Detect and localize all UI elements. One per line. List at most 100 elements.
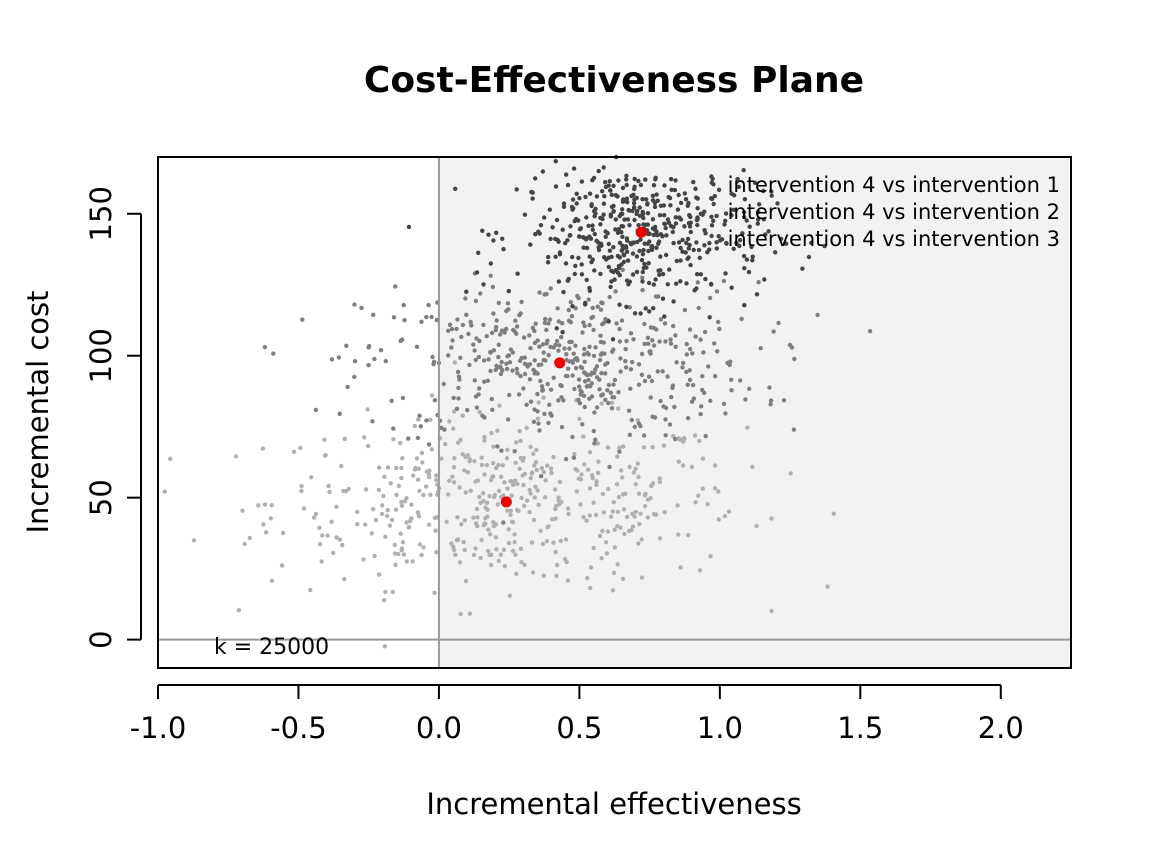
scatter-point xyxy=(630,359,635,365)
scatter-point xyxy=(510,368,515,373)
scatter-point xyxy=(421,545,426,550)
scatter-point xyxy=(631,470,636,475)
scatter-point xyxy=(599,401,604,406)
scatter-point xyxy=(391,315,397,320)
scatter-point xyxy=(280,530,286,536)
scatter-point xyxy=(632,205,637,210)
scatter-point xyxy=(398,531,403,536)
scatter-point xyxy=(556,348,561,353)
scatter-point xyxy=(825,584,830,589)
y-tick-label: 150 xyxy=(84,186,118,241)
scatter-point xyxy=(684,369,689,375)
scatter-point xyxy=(616,406,621,411)
scatter-point xyxy=(650,217,656,222)
scatter-point xyxy=(494,318,499,323)
scatter-point xyxy=(632,424,637,429)
scatter-point xyxy=(598,333,603,338)
scatter-point xyxy=(709,223,715,228)
scatter-point xyxy=(617,240,623,245)
scatter-point xyxy=(580,330,585,335)
scatter-point xyxy=(488,261,493,266)
scatter-point xyxy=(363,522,368,527)
scatter-point xyxy=(491,238,496,243)
scatter-point xyxy=(582,370,587,375)
scatter-point xyxy=(723,218,728,223)
scatter-point xyxy=(606,382,612,388)
scatter-point xyxy=(537,428,542,433)
scatter-point xyxy=(598,222,603,227)
scatter-point xyxy=(522,212,528,217)
scatter-point xyxy=(620,224,626,229)
scatter-point xyxy=(451,480,457,485)
scatter-point xyxy=(695,206,700,211)
y-tick-label: 100 xyxy=(84,328,118,383)
scatter-point xyxy=(611,209,616,214)
scatter-point xyxy=(707,315,712,320)
scatter-point xyxy=(402,318,407,323)
scatter-point xyxy=(269,578,275,583)
scatter-point xyxy=(651,343,657,348)
scatter-point xyxy=(387,523,393,528)
scatter-point xyxy=(271,351,276,356)
scatter-point xyxy=(496,342,501,347)
scatter-point xyxy=(606,400,611,406)
scatter-point xyxy=(474,405,480,410)
scatter-point xyxy=(660,369,665,374)
scatter-point xyxy=(553,549,558,555)
scatter-point xyxy=(469,323,474,328)
scatter-point xyxy=(562,556,568,562)
scatter-point xyxy=(685,236,691,242)
scatter-point xyxy=(778,236,784,242)
scatter-point xyxy=(576,476,581,481)
scatter-point xyxy=(516,392,522,397)
y-tick-label: 50 xyxy=(84,479,118,516)
scatter-point xyxy=(601,201,607,206)
scatter-point xyxy=(657,536,663,541)
scatter-point xyxy=(493,522,499,527)
scatter-point xyxy=(574,201,579,206)
scatter-point xyxy=(621,253,627,258)
scatter-point xyxy=(553,487,558,492)
scatter-point xyxy=(599,371,604,376)
scatter-point xyxy=(334,535,339,540)
scatter-point xyxy=(587,322,592,328)
scatter-point xyxy=(603,362,608,367)
scatter-point xyxy=(588,565,594,570)
scatter-point xyxy=(420,460,425,465)
scatter-point xyxy=(650,338,655,343)
scatter-point xyxy=(709,214,714,219)
scatter-point xyxy=(412,467,418,472)
scatter-point xyxy=(542,495,548,500)
scatter-point xyxy=(489,330,495,336)
scatter-point xyxy=(465,453,471,458)
scatter-point xyxy=(532,358,537,363)
scatter-point xyxy=(473,521,479,526)
scatter-point xyxy=(612,377,618,383)
scatter-point xyxy=(313,511,319,517)
scatter-point xyxy=(417,488,422,494)
scatter-point xyxy=(636,362,642,367)
scatter-point xyxy=(603,184,609,190)
scatter-point xyxy=(755,221,760,226)
scatter-point xyxy=(597,387,602,392)
scatter-point xyxy=(625,217,631,222)
scatter-point xyxy=(673,215,678,220)
scatter-point xyxy=(501,520,506,525)
scatter-point xyxy=(629,417,634,423)
scatter-point xyxy=(601,340,606,345)
scatter-point xyxy=(650,481,656,486)
scatter-point xyxy=(457,377,462,382)
scatter-point xyxy=(647,309,652,314)
scatter-point xyxy=(531,451,536,456)
scatter-point xyxy=(684,341,689,347)
scatter-point xyxy=(399,499,404,505)
scatter-point xyxy=(754,292,760,297)
scatter-point xyxy=(693,334,698,339)
scatter-point xyxy=(463,579,469,584)
scatter-point xyxy=(496,558,501,564)
scatter-point xyxy=(401,302,406,308)
scatter-point xyxy=(707,240,712,246)
scatter-point xyxy=(427,468,432,473)
scatter-point xyxy=(650,193,656,198)
scatter-point xyxy=(673,436,678,442)
